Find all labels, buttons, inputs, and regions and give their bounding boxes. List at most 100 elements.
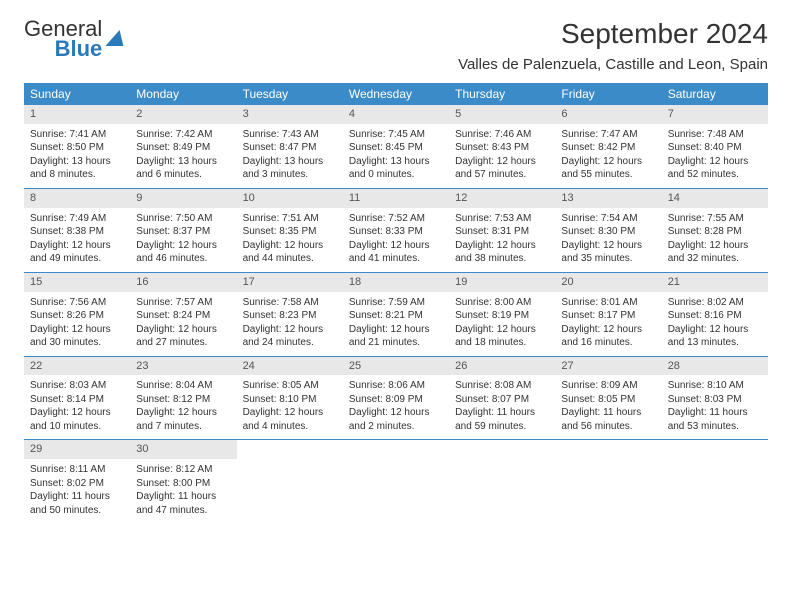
sunset-text: Sunset: 8:31 PM bbox=[455, 225, 549, 239]
daylight-text: Daylight: 12 hours and 7 minutes. bbox=[136, 406, 230, 433]
day-number: 27 bbox=[555, 357, 661, 376]
day-body: Sunrise: 8:06 AMSunset: 8:09 PMDaylight:… bbox=[343, 375, 449, 439]
sunset-text: Sunset: 8:26 PM bbox=[30, 309, 124, 323]
day-body: Sunrise: 8:09 AMSunset: 8:05 PMDaylight:… bbox=[555, 375, 661, 439]
day-number: 9 bbox=[130, 189, 236, 208]
day-body: Sunrise: 7:45 AMSunset: 8:45 PMDaylight:… bbox=[343, 124, 449, 188]
day-cell: 6Sunrise: 7:47 AMSunset: 8:42 PMDaylight… bbox=[555, 105, 661, 188]
day-number: 12 bbox=[449, 189, 555, 208]
day-cell: 22Sunrise: 8:03 AMSunset: 8:14 PMDayligh… bbox=[24, 357, 130, 440]
sunrise-text: Sunrise: 8:10 AM bbox=[668, 379, 762, 393]
day-body: Sunrise: 7:41 AMSunset: 8:50 PMDaylight:… bbox=[24, 124, 130, 188]
sunset-text: Sunset: 8:12 PM bbox=[136, 393, 230, 407]
sunrise-text: Sunrise: 8:03 AM bbox=[30, 379, 124, 393]
sunrise-text: Sunrise: 7:45 AM bbox=[349, 128, 443, 142]
day-body: Sunrise: 8:11 AMSunset: 8:02 PMDaylight:… bbox=[24, 459, 130, 523]
sunrise-text: Sunrise: 7:46 AM bbox=[455, 128, 549, 142]
daylight-text: Daylight: 12 hours and 46 minutes. bbox=[136, 239, 230, 266]
day-body: Sunrise: 7:42 AMSunset: 8:49 PMDaylight:… bbox=[130, 124, 236, 188]
sunrise-text: Sunrise: 8:02 AM bbox=[668, 296, 762, 310]
sunrise-text: Sunrise: 7:47 AM bbox=[561, 128, 655, 142]
sunset-text: Sunset: 8:16 PM bbox=[668, 309, 762, 323]
day-cell: 10Sunrise: 7:51 AMSunset: 8:35 PMDayligh… bbox=[237, 189, 343, 272]
day-body: Sunrise: 7:46 AMSunset: 8:43 PMDaylight:… bbox=[449, 124, 555, 188]
day-number: 22 bbox=[24, 357, 130, 376]
logo-line2: Blue bbox=[24, 38, 102, 60]
day-cell: 20Sunrise: 8:01 AMSunset: 8:17 PMDayligh… bbox=[555, 273, 661, 356]
sunrise-text: Sunrise: 8:09 AM bbox=[561, 379, 655, 393]
daylight-text: Daylight: 11 hours and 56 minutes. bbox=[561, 406, 655, 433]
daylight-text: Daylight: 13 hours and 6 minutes. bbox=[136, 155, 230, 182]
daylight-text: Daylight: 12 hours and 38 minutes. bbox=[455, 239, 549, 266]
day-cell: 1Sunrise: 7:41 AMSunset: 8:50 PMDaylight… bbox=[24, 105, 130, 188]
day-number: 26 bbox=[449, 357, 555, 376]
day-cell: 11Sunrise: 7:52 AMSunset: 8:33 PMDayligh… bbox=[343, 189, 449, 272]
day-body: Sunrise: 7:54 AMSunset: 8:30 PMDaylight:… bbox=[555, 208, 661, 272]
sunrise-text: Sunrise: 7:50 AM bbox=[136, 212, 230, 226]
day-body: Sunrise: 8:01 AMSunset: 8:17 PMDaylight:… bbox=[555, 292, 661, 356]
logo-text: General Blue bbox=[24, 18, 102, 60]
daylight-text: Daylight: 12 hours and 57 minutes. bbox=[455, 155, 549, 182]
sunrise-text: Sunrise: 7:56 AM bbox=[30, 296, 124, 310]
sunrise-text: Sunrise: 8:11 AM bbox=[30, 463, 124, 477]
day-cell: 17Sunrise: 7:58 AMSunset: 8:23 PMDayligh… bbox=[237, 273, 343, 356]
day-cell: 19Sunrise: 8:00 AMSunset: 8:19 PMDayligh… bbox=[449, 273, 555, 356]
day-cell: 7Sunrise: 7:48 AMSunset: 8:40 PMDaylight… bbox=[662, 105, 768, 188]
daylight-text: Daylight: 12 hours and 27 minutes. bbox=[136, 323, 230, 350]
sunset-text: Sunset: 8:19 PM bbox=[455, 309, 549, 323]
daylight-text: Daylight: 12 hours and 52 minutes. bbox=[668, 155, 762, 182]
day-body: Sunrise: 8:02 AMSunset: 8:16 PMDaylight:… bbox=[662, 292, 768, 356]
week-row: 1Sunrise: 7:41 AMSunset: 8:50 PMDaylight… bbox=[24, 105, 768, 188]
day-body: Sunrise: 7:47 AMSunset: 8:42 PMDaylight:… bbox=[555, 124, 661, 188]
day-cell: 8Sunrise: 7:49 AMSunset: 8:38 PMDaylight… bbox=[24, 189, 130, 272]
day-body: Sunrise: 7:55 AMSunset: 8:28 PMDaylight:… bbox=[662, 208, 768, 272]
day-number: 6 bbox=[555, 105, 661, 124]
weekday-cell: Monday bbox=[130, 83, 236, 105]
week-row: 15Sunrise: 7:56 AMSunset: 8:26 PMDayligh… bbox=[24, 272, 768, 356]
day-body: Sunrise: 8:04 AMSunset: 8:12 PMDaylight:… bbox=[130, 375, 236, 439]
header: General Blue September 2024 Valles de Pa… bbox=[24, 18, 768, 73]
day-number: 4 bbox=[343, 105, 449, 124]
daylight-text: Daylight: 12 hours and 16 minutes. bbox=[561, 323, 655, 350]
day-cell: 14Sunrise: 7:55 AMSunset: 8:28 PMDayligh… bbox=[662, 189, 768, 272]
sunset-text: Sunset: 8:10 PM bbox=[243, 393, 337, 407]
week-row: 29Sunrise: 8:11 AMSunset: 8:02 PMDayligh… bbox=[24, 439, 768, 523]
day-number: 18 bbox=[343, 273, 449, 292]
sunrise-text: Sunrise: 7:41 AM bbox=[30, 128, 124, 142]
sunset-text: Sunset: 8:47 PM bbox=[243, 141, 337, 155]
day-cell: 12Sunrise: 7:53 AMSunset: 8:31 PMDayligh… bbox=[449, 189, 555, 272]
sunrise-text: Sunrise: 8:05 AM bbox=[243, 379, 337, 393]
day-cell: 13Sunrise: 7:54 AMSunset: 8:30 PMDayligh… bbox=[555, 189, 661, 272]
day-number: 21 bbox=[662, 273, 768, 292]
daylight-text: Daylight: 12 hours and 55 minutes. bbox=[561, 155, 655, 182]
sunset-text: Sunset: 8:45 PM bbox=[349, 141, 443, 155]
sunset-text: Sunset: 8:14 PM bbox=[30, 393, 124, 407]
sunrise-text: Sunrise: 7:43 AM bbox=[243, 128, 337, 142]
sunset-text: Sunset: 8:00 PM bbox=[136, 477, 230, 491]
empty-cell bbox=[237, 440, 343, 523]
day-cell: 24Sunrise: 8:05 AMSunset: 8:10 PMDayligh… bbox=[237, 357, 343, 440]
daylight-text: Daylight: 12 hours and 18 minutes. bbox=[455, 323, 549, 350]
sunrise-text: Sunrise: 8:04 AM bbox=[136, 379, 230, 393]
empty-cell bbox=[449, 440, 555, 523]
sunset-text: Sunset: 8:37 PM bbox=[136, 225, 230, 239]
sunrise-text: Sunrise: 8:12 AM bbox=[136, 463, 230, 477]
sail-icon bbox=[106, 30, 129, 46]
day-body: Sunrise: 7:58 AMSunset: 8:23 PMDaylight:… bbox=[237, 292, 343, 356]
weekday-cell: Thursday bbox=[449, 83, 555, 105]
weekday-cell: Saturday bbox=[662, 83, 768, 105]
day-cell: 9 Sunrise: 7:50 AMSunset: 8:37 PMDaylight… bbox=[130, 189, 236, 272]
sunset-text: Sunset: 8:07 PM bbox=[455, 393, 549, 407]
day-number: 2 bbox=[130, 105, 236, 124]
day-body: Sunrise: 7:48 AMSunset: 8:40 PMDaylight:… bbox=[662, 124, 768, 188]
day-body: Sunrise: 8:03 AMSunset: 8:14 PMDaylight:… bbox=[24, 375, 130, 439]
daylight-text: Daylight: 11 hours and 47 minutes. bbox=[136, 490, 230, 517]
calendar: SundayMondayTuesdayWednesdayThursdayFrid… bbox=[24, 83, 768, 523]
daylight-text: Daylight: 13 hours and 0 minutes. bbox=[349, 155, 443, 182]
day-number: 3 bbox=[237, 105, 343, 124]
day-number: 13 bbox=[555, 189, 661, 208]
day-number: 19 bbox=[449, 273, 555, 292]
title-block: September 2024 Valles de Palenzuela, Cas… bbox=[458, 18, 768, 73]
sunrise-text: Sunrise: 7:57 AM bbox=[136, 296, 230, 310]
day-body: Sunrise: 7:49 AMSunset: 8:38 PMDaylight:… bbox=[24, 208, 130, 272]
